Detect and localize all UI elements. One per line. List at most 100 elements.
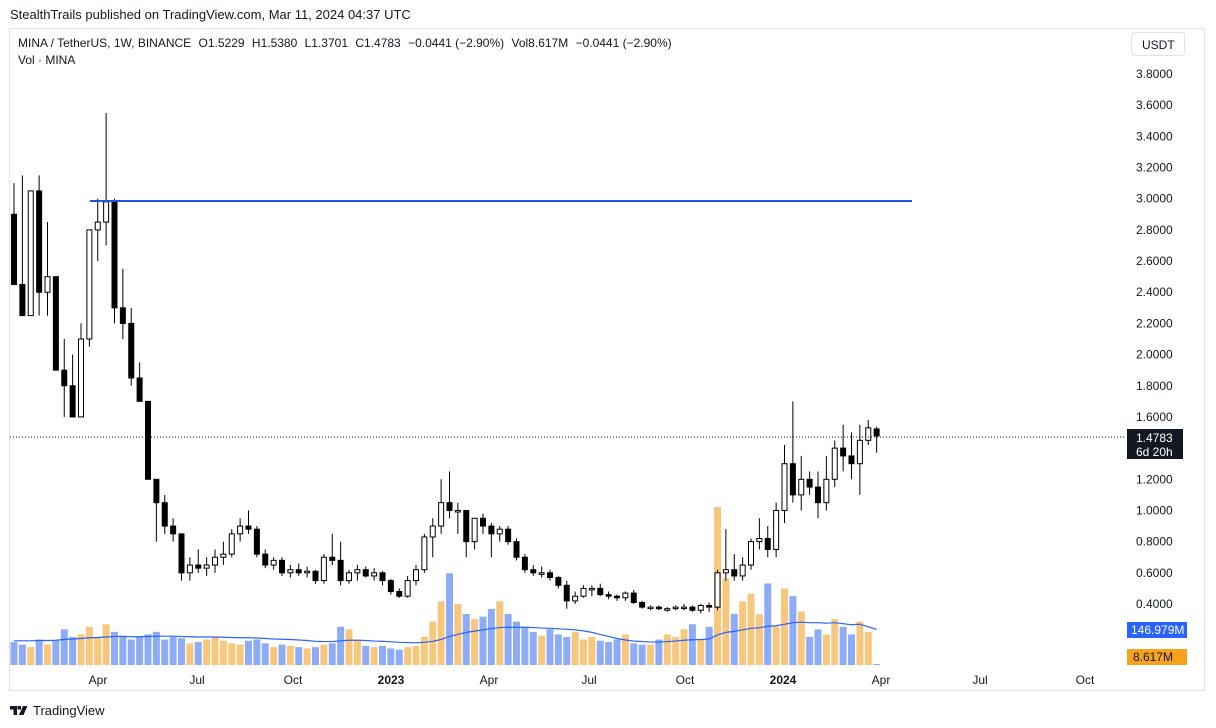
- volume-bar: [35, 639, 43, 665]
- y-tick-label: 1.6000: [1136, 410, 1173, 424]
- candle-body: [614, 595, 620, 599]
- volume-bar: [588, 636, 596, 665]
- candle: [471, 517, 478, 550]
- candle: [44, 222, 51, 316]
- candle: [588, 585, 595, 597]
- volume-indicator-title[interactable]: Vol · MINA: [18, 53, 76, 67]
- candle-body: [262, 553, 269, 566]
- candle: [228, 529, 235, 558]
- candle: [856, 424, 863, 495]
- y-tick-label: 3.6000: [1136, 98, 1173, 112]
- price-label-box: [1127, 429, 1183, 459]
- candle-body: [664, 608, 671, 611]
- candle: [697, 604, 704, 614]
- candle: [245, 510, 252, 534]
- candle: [521, 554, 528, 573]
- candle: [496, 526, 503, 542]
- candle: [840, 424, 847, 472]
- candle: [848, 432, 855, 480]
- volume-bar: [320, 644, 328, 665]
- candle: [329, 533, 336, 566]
- candle: [547, 569, 553, 581]
- candle: [764, 526, 771, 558]
- volume-bar: [437, 601, 445, 665]
- candle-body: [873, 428, 880, 437]
- candle-body: [555, 577, 562, 586]
- volume-bar: [387, 648, 395, 665]
- candle-body: [421, 536, 428, 571]
- volume-bar: [102, 624, 110, 665]
- candle-body: [438, 502, 445, 527]
- volume-bar: [538, 635, 546, 665]
- volume-bar: [44, 644, 51, 665]
- candle: [664, 607, 671, 612]
- volume-bar: [630, 643, 638, 665]
- candle-body: [136, 377, 143, 402]
- volume-bar: [295, 647, 303, 665]
- candle-body: [538, 572, 545, 575]
- volume-bar: [521, 626, 529, 665]
- candle: [815, 471, 821, 519]
- x-tick-label: Jul: [189, 673, 204, 687]
- candle: [128, 307, 135, 386]
- candle-body: [346, 572, 352, 582]
- volume-bar: [513, 621, 520, 665]
- candle: [505, 526, 512, 545]
- candle-body: [563, 584, 570, 602]
- candle: [404, 575, 411, 598]
- y-tick-label: 0.8000: [1136, 535, 1173, 549]
- candle: [203, 557, 210, 576]
- volume-bar: [663, 634, 671, 665]
- candle-body: [689, 606, 696, 611]
- y-tick-label: 3.2000: [1136, 161, 1173, 175]
- candle: [438, 479, 445, 534]
- volume-bar: [10, 642, 18, 665]
- candle-body: [764, 538, 771, 550]
- candle-body: [212, 556, 218, 566]
- chart-frame: [9, 28, 1205, 691]
- volume-bar: [529, 631, 537, 665]
- x-tick-label: Jul: [972, 673, 987, 687]
- candle-body: [521, 556, 528, 571]
- candle: [94, 198, 101, 262]
- volume-bar: [688, 624, 696, 665]
- candle: [714, 569, 721, 611]
- volume-bar: [580, 639, 587, 665]
- volume-bar: [144, 634, 152, 665]
- volume-bar: [111, 631, 118, 665]
- volume-bar: [77, 634, 85, 665]
- x-tick-label: 2024: [770, 673, 797, 687]
- volume-bar: [814, 629, 822, 665]
- y-tick-label: 1.0000: [1136, 503, 1173, 517]
- legend-high: H1.5380: [251, 36, 298, 50]
- currency-button[interactable]: USDT: [1131, 32, 1185, 56]
- candle: [622, 591, 629, 601]
- candle: [119, 268, 126, 339]
- candle: [287, 565, 294, 578]
- candle: [52, 276, 59, 371]
- y-tick-label: 3.4000: [1136, 129, 1173, 143]
- candle: [597, 583, 604, 597]
- legend-low: L1.3701: [304, 36, 349, 50]
- candle-body: [488, 525, 495, 535]
- symbol-title[interactable]: MINA / TetherUS, 1W, BINANCE: [18, 36, 192, 50]
- candle-body: [178, 533, 185, 574]
- candle-body: [831, 447, 838, 480]
- candle: [639, 600, 646, 609]
- x-tick-label: Jul: [581, 673, 596, 687]
- volume-bar: [253, 639, 261, 665]
- x-tick-label: Apr: [89, 673, 108, 687]
- candle-body: [748, 541, 754, 566]
- legend-close: C1.4783: [355, 36, 401, 50]
- footer: TradingView: [10, 703, 105, 718]
- candle-body: [513, 541, 520, 558]
- candle-body: [145, 400, 151, 480]
- candle-body: [505, 528, 512, 543]
- volume-bar: [705, 626, 713, 665]
- candle: [27, 190, 34, 317]
- x-tick-label: 2023: [378, 673, 405, 687]
- y-tick-label: 3.8000: [1136, 67, 1173, 81]
- candle: [61, 339, 68, 417]
- candle-body: [186, 564, 193, 574]
